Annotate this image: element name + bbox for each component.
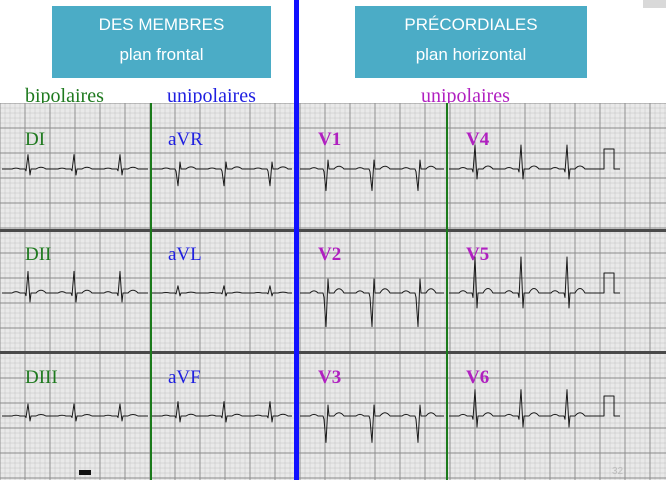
bipolar-label: bipolaires xyxy=(25,85,104,107)
ecg-strip xyxy=(0,103,666,480)
lead-label-v1: V1 xyxy=(318,129,342,150)
ecg-trace-v3 xyxy=(300,404,444,443)
precordial-leads-header: PRÉCORDIALES plan horizontal xyxy=(355,6,587,78)
limb-leads-title: DES MEMBRES xyxy=(98,15,225,34)
limb-leads-subtitle: plan frontal xyxy=(119,45,204,64)
lead-label-avl: aVL xyxy=(168,244,202,265)
lead-label-v6: V6 xyxy=(466,367,490,388)
row-separator-2 xyxy=(0,351,666,354)
limb-column-divider xyxy=(150,103,152,480)
ecg-trace-v2 xyxy=(300,278,444,328)
unipolar-precordial-label: unipolaires xyxy=(421,85,510,107)
lead-label-diii: DIII xyxy=(25,367,58,388)
lead-label-v4: V4 xyxy=(466,129,490,150)
ecg-grid-and-traces xyxy=(0,103,666,480)
lead-label-avr: aVR xyxy=(168,129,203,150)
ecg-trace-di xyxy=(2,154,148,176)
ecg-trace-dii xyxy=(2,270,148,303)
ecg-marker xyxy=(79,470,91,475)
lead-label-avf: aVF xyxy=(168,367,201,388)
ecg-trace-avl xyxy=(152,285,292,297)
corner-mark xyxy=(643,0,666,8)
lead-label-v3: V3 xyxy=(318,367,342,388)
limb-precordial-separator xyxy=(294,0,299,480)
lead-label-v2: V2 xyxy=(318,244,342,265)
ecg-trace-avf xyxy=(152,401,292,423)
ecg-trace-avr xyxy=(152,161,292,187)
lead-label-v5: V5 xyxy=(466,244,490,265)
lead-label-dii: DII xyxy=(25,244,52,265)
precordial-leads-subtitle: plan horizontal xyxy=(415,45,527,64)
ecg-trace-v6 xyxy=(449,389,620,428)
row-separator-1 xyxy=(0,229,666,232)
ecg-trace-diii xyxy=(2,403,148,422)
lead-label-di: DI xyxy=(25,129,46,150)
precordial-leads-title: PRÉCORDIALES xyxy=(404,15,538,34)
unipolar-limb-label: unipolaires xyxy=(167,85,256,107)
ecg-trace-v5 xyxy=(449,256,620,309)
page-number: 32 xyxy=(612,466,624,477)
precordial-column-divider xyxy=(446,103,448,480)
ecg-trace-v1 xyxy=(300,159,444,192)
limb-leads-header: DES MEMBRES plan frontal xyxy=(52,6,271,78)
ecg-trace-v4 xyxy=(449,144,620,180)
